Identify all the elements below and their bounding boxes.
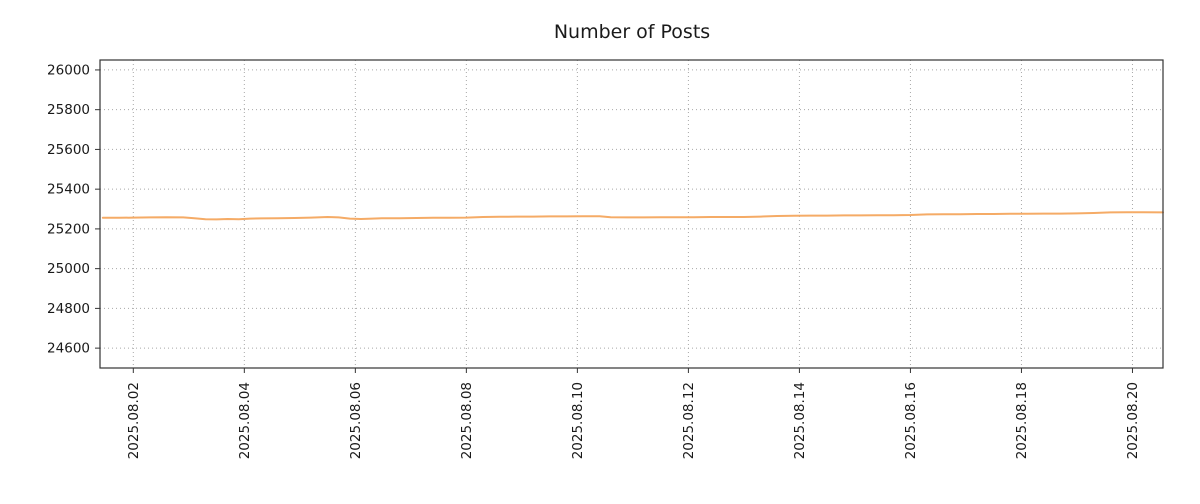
y-tick-label: 25800 bbox=[47, 102, 90, 118]
plot-border bbox=[99, 59, 1164, 369]
y-tick-label: 26000 bbox=[47, 62, 90, 78]
x-tick-label: 2025.08.16 bbox=[903, 382, 919, 459]
x-tick-label: 2025.08.04 bbox=[237, 382, 253, 459]
x-tick-label: 2025.08.10 bbox=[570, 382, 586, 459]
x-tick-label: 2025.08.02 bbox=[126, 382, 142, 459]
y-tick-label: 24800 bbox=[47, 301, 90, 317]
x-tick-label: 2025.08.12 bbox=[681, 382, 697, 459]
x-tick-label: 2025.08.18 bbox=[1014, 382, 1030, 459]
x-tick-label: 2025.08.20 bbox=[1125, 382, 1141, 459]
x-tick-label: 2025.08.14 bbox=[792, 382, 808, 459]
y-tick-label: 25000 bbox=[47, 261, 90, 277]
chart-title: Number of Posts bbox=[554, 21, 710, 43]
y-tick-label: 25600 bbox=[47, 142, 90, 158]
y-tick-label: 25400 bbox=[47, 182, 90, 198]
y-tick-label: 24600 bbox=[47, 341, 90, 357]
data-series-line bbox=[101, 211, 1164, 221]
y-tick-label: 25200 bbox=[47, 221, 90, 237]
plot-area: 24600 24800 25000 25200 25400 25600 25800 26000… bbox=[47, 59, 1164, 459]
x-tick-label: 2025.08.08 bbox=[459, 382, 475, 459]
x-tick-label: 2025.08.06 bbox=[348, 382, 364, 459]
